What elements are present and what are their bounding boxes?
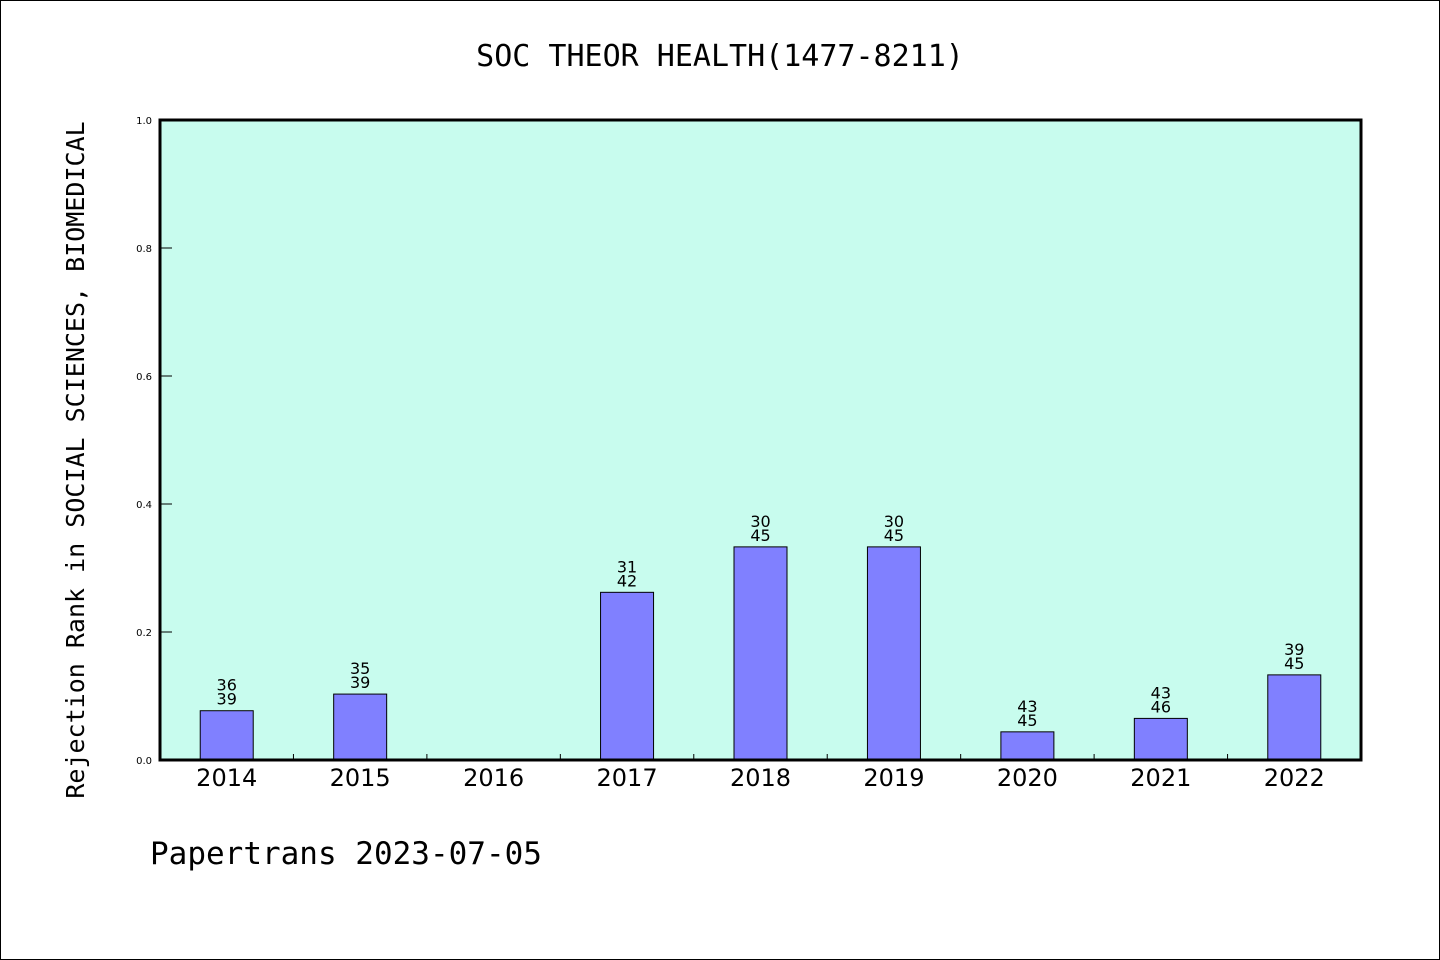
plot-border bbox=[158, 118, 1363, 762]
bar bbox=[866, 546, 921, 761]
y-tick-label: 0.8 bbox=[136, 244, 152, 255]
bar bbox=[733, 546, 788, 761]
bar bbox=[333, 693, 388, 761]
x-tick-label: 2020 bbox=[997, 764, 1058, 792]
bar-label-top: 30 bbox=[884, 512, 904, 531]
bar-label-bottom: 46 bbox=[1151, 697, 1171, 716]
bar-label-bottom: 45 bbox=[1284, 654, 1304, 673]
y-tick-label: 0.2 bbox=[136, 628, 152, 639]
bar-label-bottom: 45 bbox=[1017, 711, 1037, 730]
bar-label-top: 43 bbox=[1017, 697, 1037, 716]
footer-credit: Papertrans 2023-07-05 bbox=[150, 836, 542, 872]
bar-label-bottom: 45 bbox=[750, 526, 770, 545]
bar-label-top: 30 bbox=[750, 512, 770, 531]
y-tick-label: 0.0 bbox=[136, 756, 152, 767]
x-tick-label: 2015 bbox=[330, 764, 391, 792]
x-tick-label: 2014 bbox=[196, 764, 257, 792]
bar-label-top: 43 bbox=[1151, 683, 1171, 702]
bar bbox=[1000, 731, 1055, 761]
x-tick-label: 2021 bbox=[1130, 764, 1191, 792]
y-axis-label: Rejection Rank in SOCIAL SCIENCES, BIOME… bbox=[61, 121, 90, 798]
bar-label-bottom: 39 bbox=[350, 673, 370, 692]
bar-label-bottom: 42 bbox=[617, 571, 637, 590]
bar-label-bottom: 45 bbox=[884, 526, 904, 545]
y-tick-label: 0.6 bbox=[136, 372, 152, 383]
bar-label-top: 39 bbox=[1284, 640, 1304, 659]
x-tick-label: 2016 bbox=[463, 764, 524, 792]
bar bbox=[1133, 717, 1188, 761]
bar bbox=[199, 710, 254, 761]
bar-label-top: 31 bbox=[617, 557, 637, 576]
y-tick-label: 1.0 bbox=[136, 116, 152, 127]
x-tick-label: 2022 bbox=[1264, 764, 1325, 792]
bar bbox=[600, 591, 655, 761]
x-tick-label: 2019 bbox=[863, 764, 924, 792]
x-axis: 2014 2015 2016 2017 2018 2019 2020 2021 2022 bbox=[196, 754, 1325, 792]
y-tick-label: 0.4 bbox=[136, 500, 152, 511]
bar-label-bottom: 39 bbox=[217, 690, 237, 709]
chart-title: SOC THEOR HEALTH(1477-8211) bbox=[476, 39, 964, 74]
bar-label-top: 35 bbox=[350, 659, 370, 678]
x-tick-label: 2018 bbox=[730, 764, 791, 792]
bar-label-top: 36 bbox=[217, 676, 237, 695]
x-tick-label: 2017 bbox=[597, 764, 658, 792]
bar bbox=[1267, 674, 1322, 761]
